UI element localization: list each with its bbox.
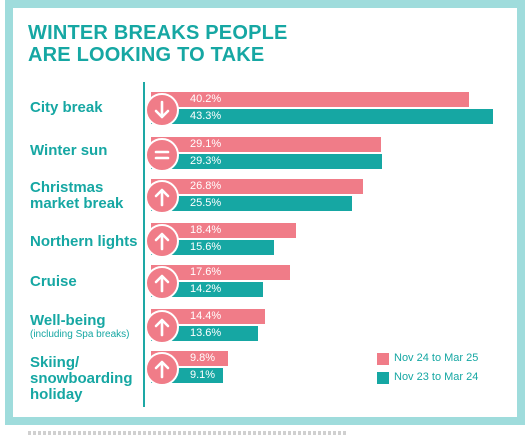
data-label: 9.1% — [190, 369, 216, 381]
data-label: 29.1% — [190, 138, 222, 150]
bar-previous — [151, 154, 382, 169]
arrow-down-icon — [145, 93, 179, 127]
category-label: Cruise — [30, 274, 140, 290]
bar-current — [151, 223, 296, 238]
category-label: Skiing/ snowboarding holiday — [30, 355, 140, 403]
equals-icon-glyph — [154, 150, 170, 160]
data-label: 14.4% — [190, 310, 222, 322]
bar-current — [151, 265, 290, 280]
arrow-up-icon — [145, 224, 179, 258]
legend-swatch — [377, 353, 389, 365]
category-label: Christmas market break — [30, 180, 140, 212]
arrow-up-icon-glyph — [154, 188, 170, 207]
data-label: 40.2% — [190, 93, 222, 105]
data-label: 18.4% — [190, 224, 222, 236]
title-line-2: ARE LOOKING TO TAKE — [28, 44, 265, 66]
category-label: Northern lights — [30, 234, 140, 250]
arrow-up-icon — [145, 310, 179, 344]
arrow-up-icon-glyph — [154, 274, 170, 293]
data-label: 14.2% — [190, 283, 222, 295]
bar-previous — [151, 109, 493, 124]
data-label: 13.6% — [190, 327, 222, 339]
legend-swatch — [377, 372, 389, 384]
category-label: Well-being (including Spa breaks) — [30, 313, 140, 341]
bar-previous — [151, 282, 263, 297]
arrow-up-icon-glyph — [154, 318, 170, 337]
category-sublabel: (including Spa breaks) — [30, 329, 130, 340]
chart-panel — [13, 8, 517, 417]
legend-label: Nov 24 to Mar 25 — [394, 352, 479, 364]
data-label: 43.3% — [190, 110, 222, 122]
arrow-up-icon-glyph — [154, 232, 170, 251]
arrow-up-icon — [145, 180, 179, 214]
equals-icon — [145, 138, 179, 172]
bar-previous — [151, 240, 274, 255]
category-label: City break — [30, 100, 140, 116]
category-label-text: City break — [30, 99, 103, 116]
data-label: 9.8% — [190, 352, 216, 364]
category-label-text: Winter sun — [30, 142, 108, 159]
axis-divider — [143, 82, 145, 407]
bar-current — [151, 309, 265, 324]
source-footnote — [28, 431, 348, 435]
category-label-text: Skiing/ snowboarding holiday — [30, 354, 133, 403]
category-label-text: Well-being — [30, 312, 106, 329]
data-label: 25.5% — [190, 197, 222, 209]
legend-label: Nov 23 to Mar 24 — [394, 371, 479, 383]
bar-current — [151, 179, 363, 194]
data-label: 15.6% — [190, 241, 222, 253]
data-label: 17.6% — [190, 266, 222, 278]
category-label-text: Northern lights — [30, 233, 138, 250]
arrow-up-icon — [145, 352, 179, 386]
chart-title: WINTER BREAKS PEOPLE ARE LOOKING TO TAKE — [28, 22, 288, 66]
arrow-up-icon — [145, 266, 179, 300]
category-label: Winter sun — [30, 143, 140, 159]
data-label: 26.8% — [190, 180, 222, 192]
arrow-up-icon-glyph — [154, 360, 170, 379]
bar-current — [151, 92, 469, 107]
bar-current — [151, 137, 381, 152]
arrow-down-icon-glyph — [154, 100, 170, 119]
bar-previous — [151, 196, 352, 211]
title-line-1: WINTER BREAKS PEOPLE — [28, 22, 288, 44]
category-label-text: Cruise — [30, 273, 77, 290]
data-label: 29.3% — [190, 155, 222, 167]
category-label-text: Christmas market break — [30, 179, 124, 212]
